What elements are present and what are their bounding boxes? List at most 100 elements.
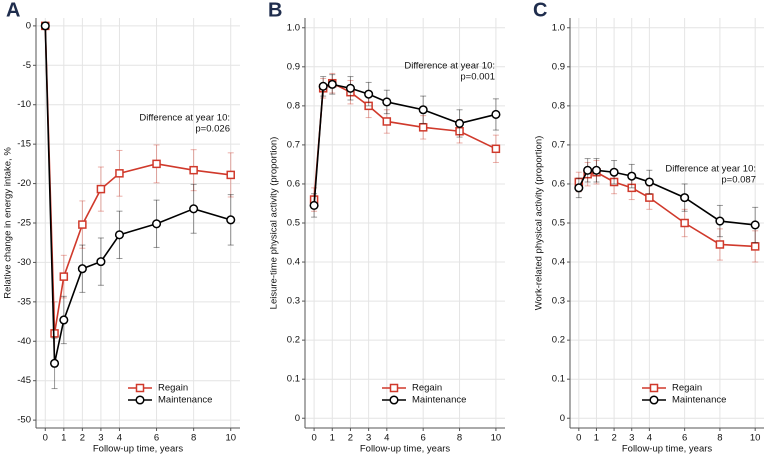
y-tick-label: -40: [17, 336, 31, 347]
x-tick-label: 0: [43, 433, 48, 444]
x-tick-label: 8: [457, 433, 462, 444]
y-tick-label: 0.9: [552, 61, 565, 72]
marker: [189, 165, 198, 175]
y-tick-label: 0.2: [287, 335, 300, 346]
y-axis-label: Relative change in energy intake, %: [3, 147, 14, 299]
x-tick-label: 6: [154, 433, 159, 444]
marker: [318, 81, 328, 91]
legend-marker: [135, 383, 145, 393]
annotation: Difference at year 10:: [139, 113, 230, 124]
y-tick-label: 0.6: [287, 178, 300, 189]
marker: [226, 170, 235, 180]
marker: [382, 97, 392, 107]
legend-label: Regain: [158, 383, 188, 394]
x-tick-label: 0: [576, 433, 581, 444]
x-tick-label: 4: [117, 433, 122, 444]
marker: [59, 315, 69, 325]
x-tick-label: 6: [421, 433, 426, 444]
x-tick-label: 10: [491, 433, 502, 444]
y-tick-label: -20: [17, 178, 31, 189]
marker: [115, 169, 124, 178]
y-tick-label: 1.0: [287, 22, 300, 33]
marker: [309, 200, 319, 210]
marker: [96, 184, 106, 194]
legend-marker: [135, 395, 145, 405]
x-tick-label: 0: [311, 433, 316, 444]
marker: [491, 144, 501, 154]
marker: [609, 177, 619, 187]
marker: [345, 83, 356, 93]
y-tick-label: 0: [560, 413, 565, 424]
x-tick-label: 1: [330, 433, 335, 444]
x-axis-label: Follow-up time, years: [622, 444, 713, 455]
marker: [40, 21, 50, 31]
y-tick-label: -50: [17, 415, 31, 426]
x-tick-label: 3: [98, 433, 103, 444]
x-tick-label: 3: [629, 433, 634, 444]
y-tick-label: 0.1: [552, 374, 565, 385]
series-line: [313, 82, 497, 200]
y-tick-label: 0.3: [287, 296, 300, 307]
y-axis-label: Leisure-time physical activity (proporti…: [269, 137, 280, 310]
y-tick-label: 0: [295, 413, 300, 424]
x-tick-label: 2: [348, 433, 353, 444]
x-axis-label: Follow-up time, years: [360, 444, 451, 455]
x-tick-label: 6: [682, 433, 687, 444]
x-tick-label: 10: [750, 433, 761, 444]
annotation: p=0.026: [195, 124, 230, 135]
annotation: Difference at year 10:: [404, 61, 495, 72]
y-tick-label: -10: [17, 99, 31, 110]
marker: [645, 193, 654, 202]
marker: [364, 101, 373, 111]
y-tick-label: -45: [17, 375, 31, 386]
marker: [418, 105, 428, 115]
y-tick-label: 0.8: [287, 100, 300, 111]
panel-label: C: [533, 0, 547, 21]
x-tick-label: 8: [717, 433, 722, 444]
marker: [189, 204, 199, 214]
marker: [454, 118, 465, 128]
y-tick-label: -35: [17, 296, 31, 307]
legend-marker: [389, 395, 399, 405]
marker: [96, 257, 106, 267]
y-tick-label: 0.2: [552, 335, 565, 346]
annotation: Difference at year 10:: [665, 164, 756, 175]
marker: [627, 183, 636, 193]
series-line: [44, 25, 231, 364]
y-tick-label: 0.9: [287, 61, 300, 72]
marker: [151, 219, 162, 229]
marker: [114, 230, 125, 240]
annotation: p=0.001: [460, 72, 495, 83]
series-line: [44, 25, 231, 334]
marker: [750, 242, 760, 251]
marker: [627, 171, 637, 181]
y-axis-label: Work-related physical activity (proporti…: [534, 136, 545, 311]
x-tick-label: 2: [611, 433, 616, 444]
y-tick-label: 1.0: [552, 22, 565, 33]
x-tick-label: 1: [61, 433, 66, 444]
y-tick-label: 0.5: [552, 218, 565, 229]
legend-marker: [649, 383, 659, 393]
y-tick-label: 0.7: [552, 139, 565, 150]
marker: [591, 165, 602, 175]
marker: [364, 89, 374, 99]
legend-label: Regain: [672, 383, 702, 394]
y-tick-label: -5: [23, 60, 31, 71]
marker: [491, 109, 501, 119]
x-axis-label: Follow-up time, years: [93, 444, 184, 455]
marker: [680, 218, 689, 228]
legend-label: Maintenance: [412, 395, 466, 406]
marker: [715, 216, 725, 226]
y-tick-label: 0.4: [287, 257, 300, 268]
x-tick-label: 10: [225, 433, 236, 444]
legend-marker: [389, 383, 399, 393]
y-tick-label: 0.6: [552, 178, 565, 189]
x-tick-label: 3: [366, 433, 371, 444]
legend-marker: [649, 395, 659, 405]
marker: [77, 264, 87, 274]
marker: [680, 193, 690, 203]
y-tick-label: -15: [17, 139, 31, 150]
y-tick-label: 0.3: [552, 296, 565, 307]
panel-label: B: [268, 0, 282, 21]
